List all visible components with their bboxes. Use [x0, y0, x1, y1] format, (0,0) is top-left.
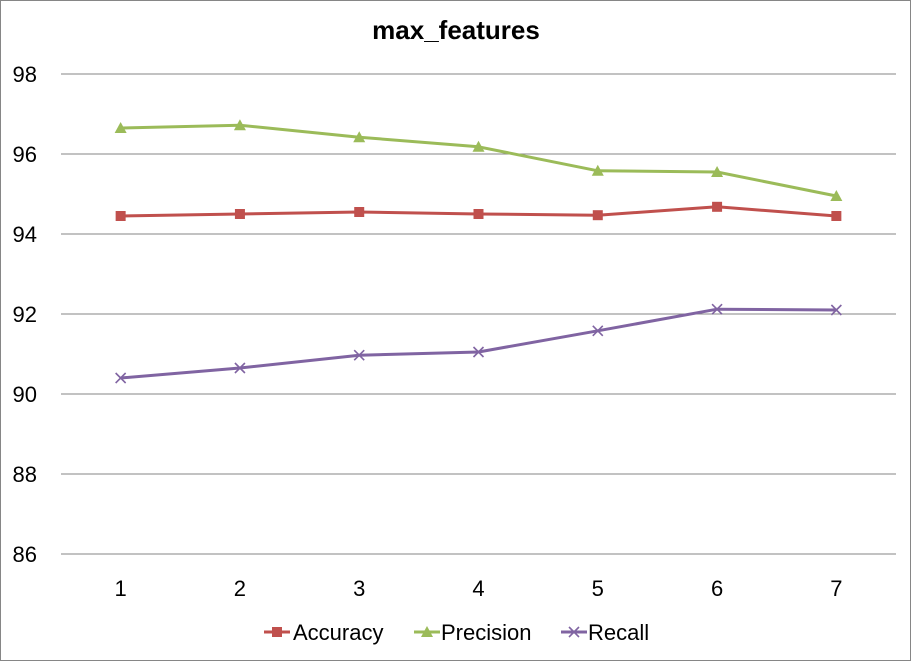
y-tick-label: 96	[13, 142, 37, 167]
precision-point	[591, 164, 604, 176]
precision-point	[711, 166, 724, 177]
precision-point	[472, 140, 485, 152]
recall-point	[115, 372, 127, 384]
precision-point	[233, 119, 246, 131]
recall-line	[120, 307, 837, 380]
x-tick-label: 2	[234, 576, 246, 601]
series	[114, 119, 843, 384]
recall-point	[592, 325, 604, 337]
legend-item-precision: Precision	[414, 620, 531, 645]
x-tick-label: 5	[592, 576, 604, 601]
y-tick-label: 94	[13, 222, 37, 247]
legend-marker	[568, 626, 580, 638]
recall-point	[830, 304, 842, 316]
y-tick-label: 92	[13, 302, 37, 327]
accuracy-point	[115, 211, 126, 221]
x-tick-label: 7	[830, 576, 842, 601]
x-axis-ticks: 1 2 3 4 5 6 7	[115, 576, 843, 601]
chart-title: max_features	[372, 15, 540, 45]
legend-label: Precision	[441, 620, 531, 645]
y-tick-label: 98	[13, 62, 37, 87]
legend-label: Accuracy	[293, 620, 383, 645]
series-accuracy	[115, 201, 842, 221]
x-tick-label: 3	[353, 576, 365, 601]
y-tick-label: 88	[13, 462, 37, 487]
series-precision	[114, 119, 843, 201]
accuracy-point	[712, 201, 723, 212]
recall-point	[234, 362, 246, 374]
legend-marker	[272, 627, 282, 637]
y-tick-label: 86	[13, 542, 37, 567]
legend: Accuracy Precision Recall	[264, 620, 649, 645]
legend-item-recall: Recall	[561, 620, 649, 645]
x-tick-label: 4	[472, 576, 484, 601]
accuracy-point	[234, 209, 245, 219]
accuracy-point	[354, 207, 365, 217]
gridlines	[61, 73, 896, 555]
precision-point	[830, 190, 843, 201]
accuracy-point	[473, 209, 484, 219]
accuracy-point	[592, 210, 603, 221]
recall-point	[353, 349, 365, 361]
y-tick-label: 90	[13, 382, 37, 407]
accuracy-point	[831, 211, 842, 221]
precision-line	[120, 123, 837, 198]
legend-item-accuracy: Accuracy	[264, 620, 383, 645]
precision-point	[353, 131, 366, 143]
x-tick-label: 1	[115, 576, 127, 601]
recall-point	[472, 346, 485, 358]
y-axis-ticks: 86 88 90 92 94 96 98	[13, 62, 37, 567]
recall-point	[711, 303, 723, 315]
series-recall	[115, 303, 842, 384]
legend-marker	[421, 626, 433, 637]
precision-point	[114, 122, 127, 133]
legend-label: Recall	[588, 620, 649, 645]
x-tick-label: 6	[711, 576, 723, 601]
